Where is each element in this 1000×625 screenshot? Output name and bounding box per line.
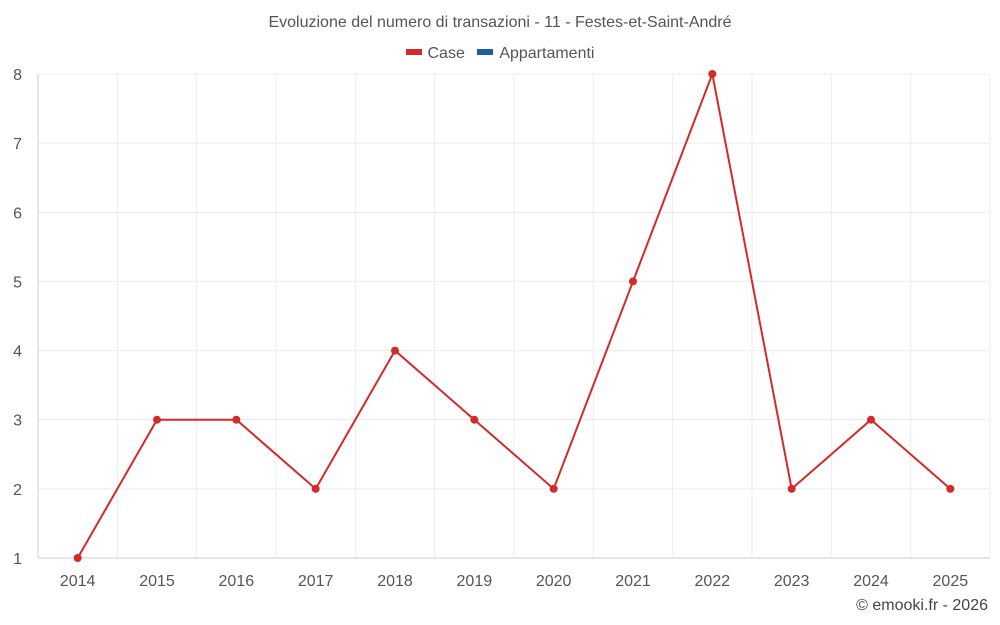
x-tick-label: 2025 xyxy=(933,573,969,590)
data-point xyxy=(946,484,955,493)
x-tick-label: 2019 xyxy=(457,573,493,590)
data-point xyxy=(708,70,717,78)
y-tick-label: 1 xyxy=(13,551,22,568)
chart-legend: Case Appartamenti xyxy=(0,45,1000,63)
legend-label-appartamenti: Appartamenti xyxy=(499,45,595,62)
y-tick-label: 8 xyxy=(13,67,22,84)
x-tick-label: 2022 xyxy=(695,573,731,590)
x-tick-label: 2021 xyxy=(615,573,651,590)
y-tick-label: 7 xyxy=(13,136,22,153)
y-tick-label: 3 xyxy=(13,413,22,430)
chart-title: Evoluzione del numero di transazioni - 1… xyxy=(268,14,732,31)
legend-label-case: Case xyxy=(427,45,465,62)
x-tick-label: 2023 xyxy=(774,573,810,590)
y-tick-label: 4 xyxy=(13,344,22,361)
series-line-case xyxy=(76,70,951,559)
y-tick-label: 5 xyxy=(13,274,22,291)
x-tick-label: 2024 xyxy=(853,573,889,590)
x-tick-label: 2018 xyxy=(377,573,413,590)
legend-item-appartamenti[interactable]: Appartamenti xyxy=(477,45,594,63)
data-point xyxy=(549,484,558,493)
data-point xyxy=(391,346,399,355)
data-point xyxy=(153,415,161,424)
y-tick-label: 6 xyxy=(13,205,22,222)
x-tick-label: 2015 xyxy=(139,573,175,590)
legend-item-case[interactable]: Case xyxy=(405,45,465,63)
data-point xyxy=(470,415,479,424)
data-point xyxy=(867,415,875,424)
y-tick-label: 2 xyxy=(13,482,22,499)
data-point xyxy=(787,484,796,493)
data-point xyxy=(73,554,82,562)
legend-swatch-appartamenti xyxy=(477,48,494,55)
data-point xyxy=(232,415,241,424)
data-point xyxy=(311,484,320,493)
x-tick-label: 2017 xyxy=(298,573,334,590)
legend-swatch-case xyxy=(405,48,422,55)
data-point xyxy=(629,277,637,286)
credit-text: © emooki.fr - 2026 xyxy=(856,597,988,614)
x-tick-label: 2014 xyxy=(60,573,96,590)
x-tick-label: 2020 xyxy=(536,573,572,590)
x-tick-label: 2016 xyxy=(219,573,255,590)
